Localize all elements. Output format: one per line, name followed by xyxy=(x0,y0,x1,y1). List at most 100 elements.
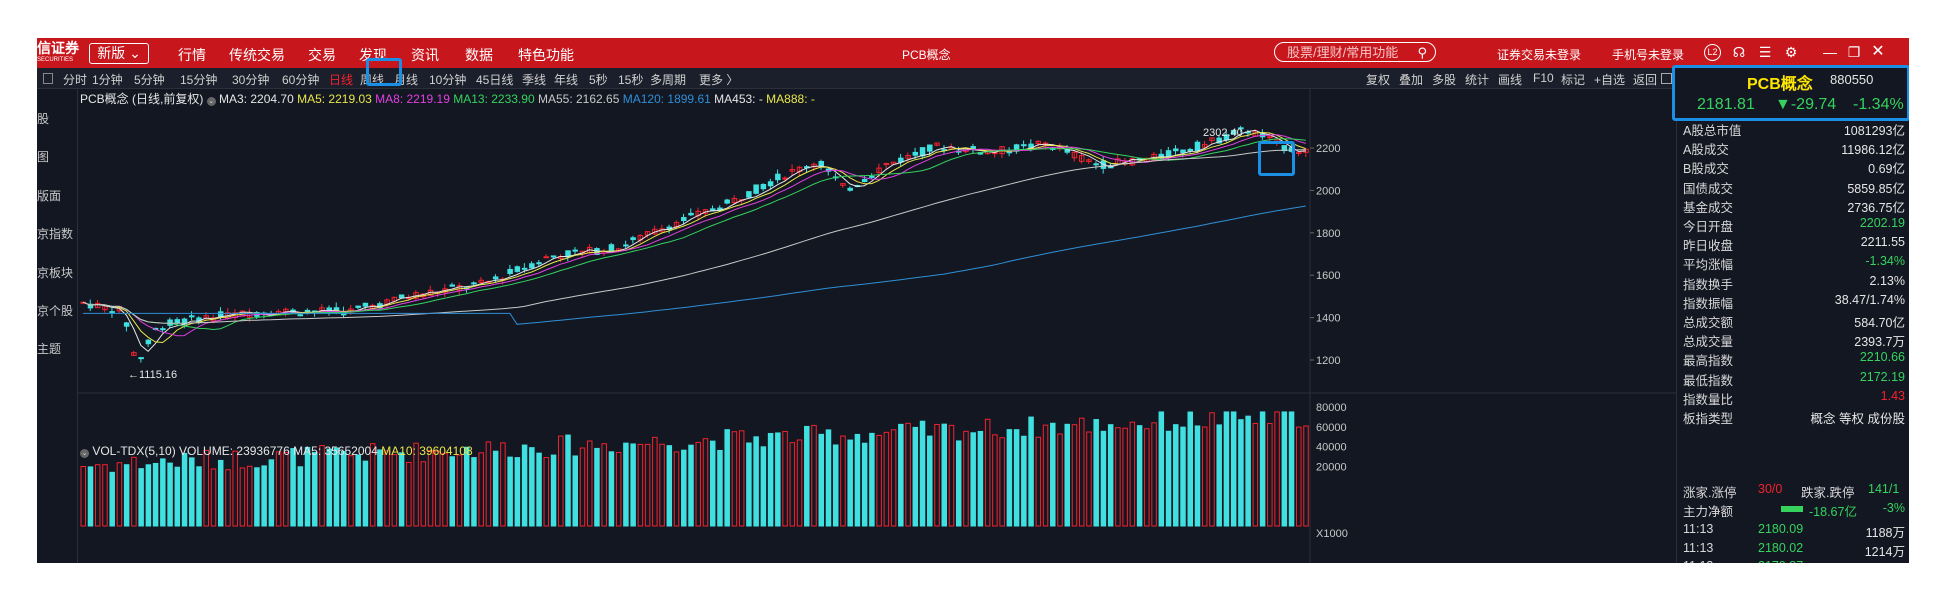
legend-ma453: MA453: - xyxy=(714,92,763,106)
chevron-down-icon[interactable]: ⌄ xyxy=(206,97,216,106)
volume-bar xyxy=(919,420,926,527)
volume-bar xyxy=(181,452,188,527)
volume-bar xyxy=(435,450,441,527)
volume-bar xyxy=(666,445,673,527)
version-dropdown[interactable]: 新版 ⌄ xyxy=(89,43,149,64)
tick-volume: 1214万 xyxy=(1864,544,1905,559)
tool-stats[interactable]: 统计 xyxy=(1465,73,1490,87)
tool-draw-line[interactable]: 画线 xyxy=(1498,73,1523,87)
notes-icon[interactable]: ☰ xyxy=(1758,44,1772,60)
ma-line-13 xyxy=(82,138,1306,331)
trade-login-link[interactable]: 证券交易未登录 xyxy=(1497,48,1582,62)
chevron-down-icon[interactable]: ⌄ xyxy=(80,449,89,458)
volume-bar xyxy=(94,464,101,527)
close-icon[interactable]: ✕ xyxy=(1871,43,1885,60)
tool-mark[interactable]: 标记 xyxy=(1561,73,1586,87)
tool-add-watchlist[interactable]: +自选 xyxy=(1594,73,1626,87)
tool-overlay[interactable]: 叠加 xyxy=(1399,73,1424,87)
stat-value: 38.47/1.74% xyxy=(1834,292,1905,307)
left-tab-theme[interactable]: 主题 xyxy=(37,342,62,356)
tool-adjust[interactable]: 复权 xyxy=(1366,73,1391,87)
volume-bar xyxy=(847,439,853,527)
menu-quotes[interactable]: 行情 xyxy=(178,47,206,63)
period-45day[interactable]: 45日线 xyxy=(476,73,514,87)
volume-bar xyxy=(536,452,542,527)
tool-f10[interactable]: F10 xyxy=(1533,71,1554,85)
volume-bar xyxy=(999,437,1005,527)
period-60min[interactable]: 60分钟 xyxy=(282,73,320,87)
menu-trade[interactable]: 交易 xyxy=(308,47,336,63)
headset-icon[interactable]: ☊ xyxy=(1732,44,1746,60)
period-more[interactable]: 更多 〉 xyxy=(699,73,739,87)
left-tab-bj-sector[interactable]: 京板块 xyxy=(37,266,74,280)
kline-chart-area[interactable]: PCB概念 (日线,前复权) ⌄ MA3: 2204.70 MA5: 2219.… xyxy=(78,88,1676,563)
volume-bar xyxy=(174,466,181,527)
volume-bar xyxy=(355,454,361,527)
candle-body xyxy=(1086,159,1092,163)
volume-bar xyxy=(948,424,955,527)
candle-body xyxy=(681,217,687,222)
period-intraday[interactable]: 分时 xyxy=(63,73,88,87)
volume-bar xyxy=(1194,425,1201,527)
candle-body xyxy=(145,339,152,345)
volume-tick-label: 40000 xyxy=(1316,442,1347,454)
ma-line-3 xyxy=(82,129,1306,352)
volume-bar xyxy=(1151,422,1157,527)
menu-news[interactable]: 资讯 xyxy=(411,47,439,63)
sidebar-toggle-icon[interactable] xyxy=(43,73,53,84)
volume-bar xyxy=(709,440,716,527)
search-input[interactable]: 股票/理财/常用功能 ⚲ xyxy=(1274,42,1436,62)
volume-bar xyxy=(1100,430,1107,527)
stat-value: 2393.7万 xyxy=(1854,335,1905,350)
menu-special-features[interactable]: 特色功能 xyxy=(518,47,574,63)
panel-toggle-icon[interactable] xyxy=(1661,73,1672,84)
volume-legend: ⌄ VOL-TDX(5,10) VOLUME: 23936776 MA5: 35… xyxy=(80,444,473,458)
period-year[interactable]: 年线 xyxy=(554,73,579,87)
period-multi[interactable]: 多周期 xyxy=(650,73,687,87)
volume-bar xyxy=(717,449,723,527)
minimize-icon[interactable]: — xyxy=(1823,44,1837,60)
menu-data[interactable]: 数据 xyxy=(465,47,493,63)
volume-bar xyxy=(1165,430,1172,527)
period-10min[interactable]: 10分钟 xyxy=(429,73,467,87)
volume-bar xyxy=(1238,419,1244,527)
volume-bar xyxy=(529,447,535,527)
tool-back[interactable]: 返回 xyxy=(1633,73,1658,87)
period-15min[interactable]: 15分钟 xyxy=(180,73,218,87)
period-quarter[interactable]: 季线 xyxy=(522,73,547,87)
volume-bar xyxy=(1216,424,1222,527)
period-5min[interactable]: 5分钟 xyxy=(134,73,165,87)
period-5sec[interactable]: 5秒 xyxy=(589,73,608,87)
candle-body xyxy=(789,169,796,172)
candle-body xyxy=(217,311,224,317)
left-tab-chart[interactable]: 图 xyxy=(37,150,50,164)
volume-bar xyxy=(934,423,940,527)
candle-body xyxy=(1216,137,1222,144)
gear-icon[interactable]: ⚙ xyxy=(1784,44,1798,60)
period-15sec[interactable]: 15秒 xyxy=(618,73,644,87)
candle-body xyxy=(1223,134,1230,141)
left-tab-stock[interactable]: 股 xyxy=(37,112,50,126)
price-tick-label: 1800 xyxy=(1316,228,1340,240)
left-tab-bj-stock[interactable]: 京个股 xyxy=(37,304,74,318)
volume-bar xyxy=(217,459,224,527)
period-30min[interactable]: 30分钟 xyxy=(232,73,270,87)
menu-traditional-trade[interactable]: 传统交易 xyxy=(229,47,285,63)
volume-bar xyxy=(297,466,304,527)
period-1min[interactable]: 1分钟 xyxy=(92,73,123,87)
left-tab-bj-index[interactable]: 京指数 xyxy=(37,227,74,241)
left-tab-layout[interactable]: 版面 xyxy=(37,189,62,203)
volume-bar xyxy=(449,456,455,527)
tool-multi-stock[interactable]: 多股 xyxy=(1432,73,1457,87)
volume-bar xyxy=(652,436,658,527)
volume-bar xyxy=(283,451,289,527)
period-daily[interactable]: 日线 xyxy=(329,73,354,87)
limit-up-label: 涨家.涨停 xyxy=(1683,486,1737,500)
legend-ma3: MA3: 2204.70 xyxy=(219,92,294,106)
volume-bar xyxy=(941,423,947,527)
restore-icon[interactable]: ❐ xyxy=(1847,44,1861,60)
phone-login-link[interactable]: 手机号未登录 xyxy=(1612,48,1685,62)
level2-icon[interactable]: L2 xyxy=(1704,44,1721,61)
volume-bar xyxy=(558,435,564,527)
candle-body xyxy=(167,319,173,326)
